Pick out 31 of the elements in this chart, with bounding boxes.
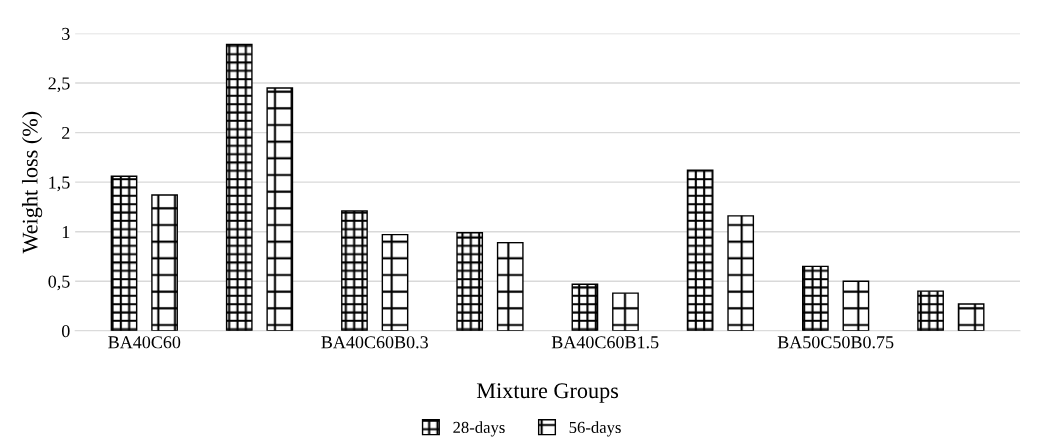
x-axis-title: Mixture Groups (476, 383, 619, 403)
legend-label: 28-days (453, 421, 505, 437)
bar (225, 43, 253, 331)
y-tick-label: 1 (62, 226, 70, 238)
bar (727, 215, 755, 331)
bar (151, 194, 178, 331)
x-tick-label: BA40C60B0.3 (321, 336, 428, 349)
bar (842, 280, 870, 331)
bar (341, 210, 368, 331)
y-axis-title: Weight loss (%) (21, 111, 43, 254)
x-tick-label: BA40C60 (108, 336, 181, 349)
bar (110, 175, 138, 331)
bar (266, 87, 294, 331)
y-tick-label: 0,5 (48, 275, 70, 291)
bar (571, 283, 599, 331)
y-tick-label: 2 (62, 126, 70, 139)
x-tick-label: BA40C60B1.5 (551, 336, 659, 349)
x-tick-label: BA50C50B0.75 (777, 336, 894, 349)
y-tick-label: 3 (62, 27, 70, 40)
bar (957, 303, 985, 331)
y-tick-label: 2,5 (48, 77, 70, 93)
bar (612, 292, 639, 331)
y-tick-label: 1,5 (49, 176, 70, 192)
bar (801, 265, 829, 331)
y-tick-label: 0 (61, 325, 70, 338)
bar (686, 169, 714, 331)
bar (381, 233, 409, 331)
bar (456, 231, 484, 331)
bar (917, 290, 944, 331)
bar (496, 241, 524, 331)
legend-label: 56-days (569, 421, 621, 437)
